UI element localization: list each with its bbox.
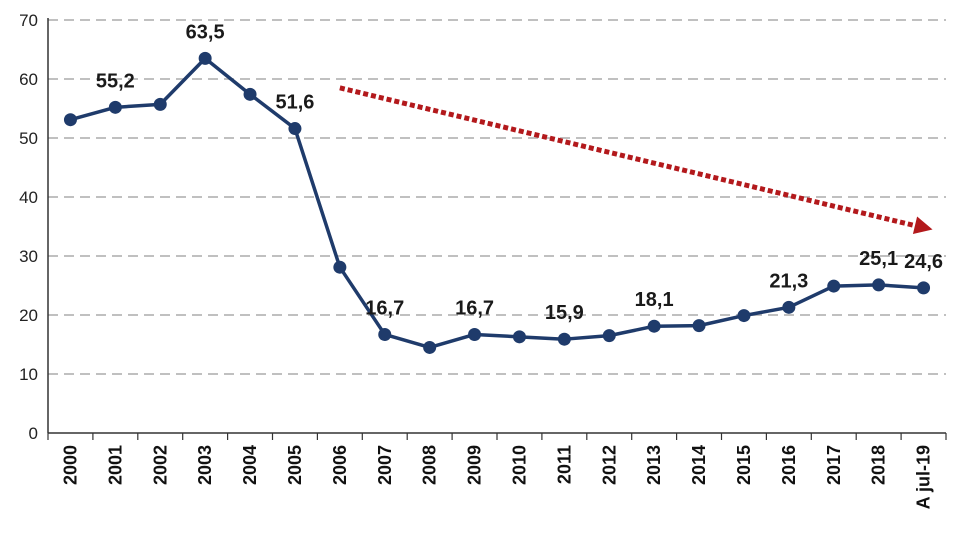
data-point (378, 327, 392, 341)
x-tick-label: A jul-19 (914, 445, 934, 509)
data-label: 21,3 (769, 270, 808, 292)
x-tick-label: 2014 (689, 445, 709, 485)
x-tick-label: 2017 (824, 445, 844, 485)
y-tick-label: 50 (19, 129, 38, 148)
x-tick-label: 2004 (240, 445, 260, 485)
data-label: 55,2 (96, 70, 135, 92)
y-axis: 0 10 20 30 40 50 60 70 (19, 11, 49, 443)
data-label: 51,6 (275, 92, 314, 114)
data-point (602, 329, 616, 343)
y-tick-label: 10 (19, 365, 38, 384)
x-tick-label: 2006 (330, 445, 350, 485)
y-tick-label: 30 (19, 247, 38, 266)
data-label: 24,6 (904, 251, 943, 273)
data-label: 18,1 (635, 289, 674, 311)
trend-arrow-line (339, 85, 920, 229)
trend-arrow-head (912, 216, 933, 235)
x-tick-label: 2000 (60, 445, 80, 485)
x-tick-label: 2010 (509, 445, 529, 485)
y-tick-label: 40 (19, 188, 38, 207)
data-point (647, 319, 661, 333)
x-tick-label: 2018 (869, 445, 889, 485)
series-line (69, 56, 924, 350)
data-point (782, 300, 796, 314)
data-point (917, 281, 931, 295)
x-axis: 2000 2001 2002 2003 2004 2005 2006 2007 2008 2009… (47, 432, 947, 509)
data-point (872, 278, 886, 292)
x-tick-label: 2016 (779, 445, 799, 485)
data-point (153, 97, 167, 111)
data-point (827, 279, 841, 293)
data-point (108, 100, 122, 114)
x-tick-label: 2008 (420, 445, 440, 485)
y-tick-label: 70 (19, 11, 38, 30)
data-label: 25,1 (859, 248, 898, 270)
x-tick-label: 2012 (599, 445, 619, 485)
data-label: 16,7 (455, 297, 494, 319)
data-point (692, 319, 706, 333)
data-label: 63,5 (186, 21, 225, 43)
data-point (737, 309, 751, 323)
data-point (63, 113, 77, 127)
data-label: 15,9 (545, 302, 584, 324)
data-point (243, 87, 257, 101)
x-tick-label: 2011 (554, 445, 574, 484)
series (63, 51, 931, 354)
x-tick-label: 2007 (375, 445, 395, 485)
y-tick-label: 60 (19, 70, 38, 89)
data-point (557, 332, 571, 346)
x-tick-label: 2009 (465, 445, 485, 485)
gridlines (48, 19, 946, 375)
data-point (512, 330, 526, 344)
data-point (423, 340, 437, 354)
data-point (333, 260, 347, 274)
trend-arrow (339, 85, 933, 235)
x-tick-label: 2013 (644, 445, 664, 485)
x-tick-label: 2001 (105, 445, 125, 485)
data-point (288, 122, 302, 136)
x-tick-label: 2015 (734, 445, 754, 485)
x-tick-label: 2005 (285, 445, 305, 485)
y-tick-label: 0 (29, 424, 38, 443)
y-tick-label: 20 (19, 306, 38, 325)
x-tick-label: 2002 (150, 445, 170, 485)
data-point (468, 327, 482, 341)
data-label: 16,7 (365, 297, 404, 319)
data-point (198, 51, 212, 65)
x-tick-label: 2003 (195, 445, 215, 485)
data-labels: 55,2 63,5 51,6 16,7 16,7 15,9 18,1 21,3 25,1 24,6 (96, 21, 943, 324)
